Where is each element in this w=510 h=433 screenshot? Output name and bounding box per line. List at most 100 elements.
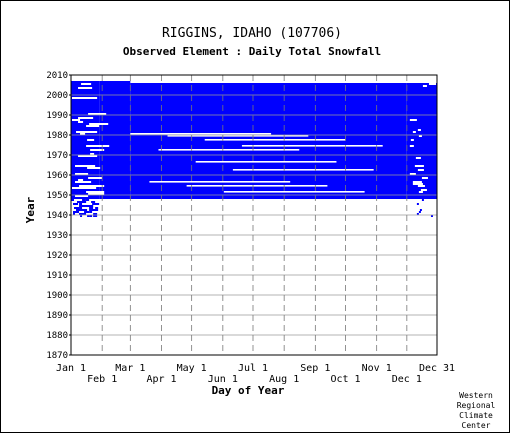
data-gap bbox=[410, 139, 414, 141]
sparse-speck bbox=[86, 199, 89, 201]
sparse-speck bbox=[89, 207, 94, 209]
credit-line-3: Climate bbox=[459, 411, 493, 420]
data-gap bbox=[72, 119, 81, 121]
x-tick-label: Aug 1 bbox=[269, 374, 299, 385]
sparse-speck bbox=[82, 199, 85, 201]
x-tick-labels: Jan 1 Mar 1 May 1 Jul 1 Sep 1 Nov 1 Dec 31 Feb … bbox=[56, 363, 455, 385]
chart-title: RIGGINS, IDAHO (107706) bbox=[162, 26, 342, 41]
sparse-speck bbox=[73, 203, 79, 205]
missing-year-gap bbox=[158, 149, 300, 151]
sparse-speck bbox=[89, 215, 93, 217]
data-gap bbox=[87, 167, 101, 169]
x-tick-label: Jan 1 bbox=[56, 363, 86, 374]
y-tick-label: 1990 bbox=[46, 111, 68, 121]
sparse-speck bbox=[89, 211, 93, 213]
data-gap bbox=[78, 121, 84, 123]
sparse-speck bbox=[430, 215, 433, 217]
data-gap bbox=[409, 145, 414, 147]
y-tick-label: 1930 bbox=[46, 231, 68, 241]
data-gap bbox=[88, 193, 105, 195]
data-gap bbox=[88, 113, 107, 115]
sparse-speck bbox=[79, 209, 82, 211]
y-tick-label: 1880 bbox=[46, 331, 68, 341]
y-tick-label: 1900 bbox=[46, 291, 68, 301]
sparse-speck bbox=[91, 201, 96, 203]
y-tick-label: 1950 bbox=[46, 191, 68, 201]
data-gap bbox=[89, 123, 109, 125]
data-gap bbox=[428, 83, 436, 85]
x-tick-label: Dec 1 bbox=[392, 374, 422, 385]
y-tick-label: 1960 bbox=[46, 171, 68, 181]
sparse-speck bbox=[83, 199, 86, 201]
y-tick-label: 1920 bbox=[46, 251, 68, 261]
x-tick-label: Jul 1 bbox=[238, 363, 268, 374]
data-gap bbox=[79, 185, 105, 187]
data-gap bbox=[86, 145, 110, 147]
chart-subtitle: Observed Element : Daily Total Snowfall bbox=[123, 45, 381, 58]
sparse-speck bbox=[89, 209, 93, 211]
data-gap bbox=[78, 155, 98, 157]
x-tick-label: May 1 bbox=[177, 363, 207, 374]
x-tick-label: Dec 31 bbox=[419, 363, 455, 374]
credit-line-4: Center bbox=[462, 421, 491, 430]
data-gap bbox=[72, 97, 98, 99]
data-gap bbox=[417, 169, 424, 171]
wrcc-credit: Western Regional Climate Center bbox=[457, 391, 496, 430]
data-gap bbox=[418, 191, 423, 193]
y-tick-label: 1940 bbox=[46, 211, 68, 221]
data-gap bbox=[418, 135, 422, 137]
data-gap bbox=[76, 131, 98, 133]
sparse-speck bbox=[87, 215, 90, 217]
data-gap bbox=[420, 189, 427, 191]
missing-year-gap bbox=[167, 135, 309, 137]
sparse-speck bbox=[77, 201, 82, 203]
data-gap bbox=[417, 129, 421, 131]
data-gap bbox=[412, 181, 422, 183]
x-tick-label: Oct 1 bbox=[330, 374, 360, 385]
data-gap bbox=[90, 149, 105, 151]
x-tick-label: Mar 1 bbox=[115, 363, 145, 374]
y-tick-label: 1970 bbox=[46, 151, 68, 161]
x-tick-label: Nov 1 bbox=[362, 363, 392, 374]
sparse-speck bbox=[93, 213, 98, 215]
data-gap bbox=[78, 179, 84, 181]
sparse-speck bbox=[81, 213, 86, 215]
data-gap bbox=[409, 173, 416, 175]
sparse-speck bbox=[71, 199, 74, 201]
data-gap bbox=[72, 187, 97, 189]
sparse-speck bbox=[80, 205, 86, 207]
y-tick-label: 1890 bbox=[46, 311, 68, 321]
data-gap bbox=[75, 165, 96, 167]
data-gap bbox=[78, 117, 94, 119]
data-gap bbox=[88, 177, 103, 179]
y-tick-labels: 1870 1880 1890 1900 1910 1920 1930 1940 1950 1960… bbox=[46, 71, 71, 361]
missing-year-gap bbox=[223, 191, 365, 193]
sparse-speck bbox=[85, 205, 88, 207]
credit-line-1: Western bbox=[459, 391, 493, 400]
data-gap bbox=[75, 181, 92, 183]
sparse-speck bbox=[76, 211, 80, 213]
sparse-speck bbox=[95, 207, 99, 209]
y-tick-label: 2000 bbox=[46, 91, 68, 101]
sparse-speck bbox=[91, 209, 95, 211]
sparse-speck bbox=[94, 203, 98, 205]
x-tick-label: Apr 1 bbox=[146, 374, 176, 385]
sparse-speck bbox=[418, 211, 421, 213]
data-gap bbox=[422, 85, 427, 87]
sparse-speck bbox=[80, 215, 83, 217]
sparse-speck bbox=[82, 201, 85, 203]
data-gap bbox=[81, 83, 92, 85]
data-gap bbox=[412, 131, 416, 133]
sparse-speck bbox=[416, 203, 419, 205]
missing-year-gap bbox=[186, 185, 328, 187]
data-gap bbox=[417, 185, 425, 187]
sparse-speck bbox=[89, 205, 94, 207]
grid-layer bbox=[71, 75, 437, 355]
data-gap bbox=[78, 87, 93, 89]
y-axis-label: Year bbox=[24, 196, 37, 223]
sparse-speck bbox=[93, 209, 99, 211]
data-gap bbox=[87, 139, 95, 141]
sparse-speck bbox=[79, 201, 85, 203]
y-tick-label: 1910 bbox=[46, 271, 68, 281]
sparse-speck bbox=[80, 203, 83, 205]
